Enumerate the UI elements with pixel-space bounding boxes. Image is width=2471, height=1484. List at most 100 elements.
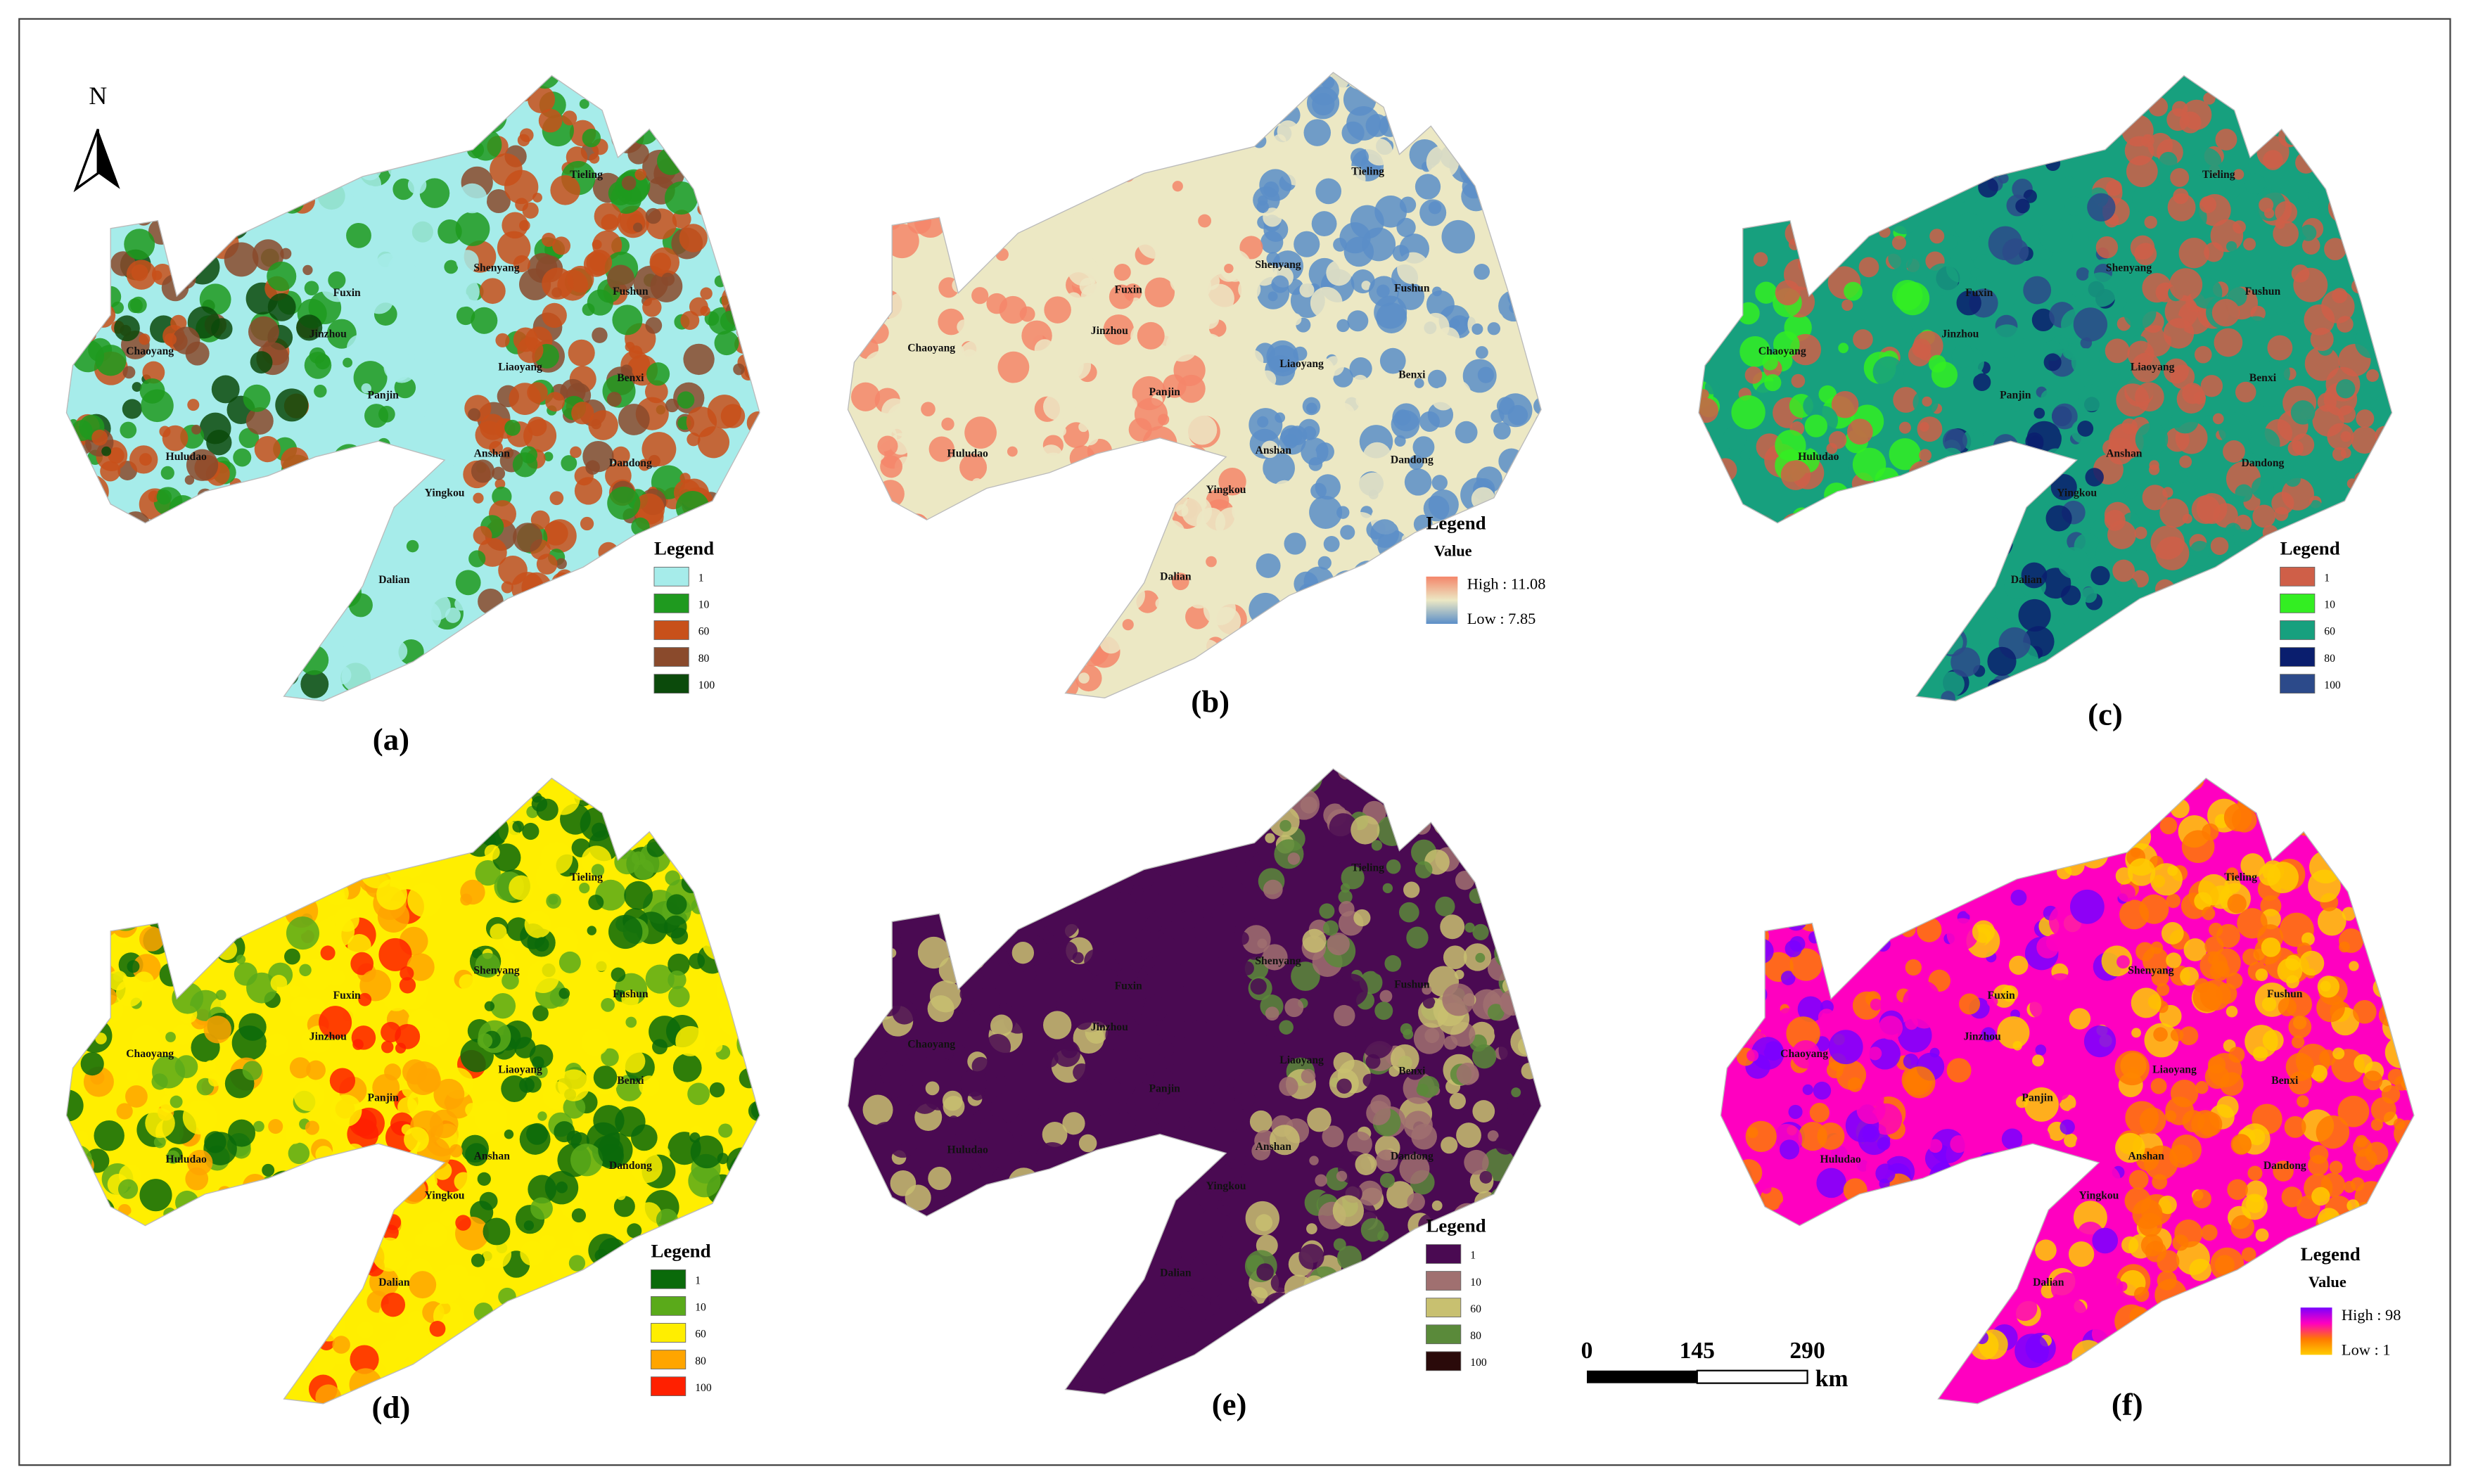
- legend: Legend Value High : 11.08 Low : 7.85: [1426, 513, 1545, 627]
- legend-item: 60: [1470, 1303, 1481, 1315]
- city-label: Fushun: [1394, 978, 1430, 990]
- legend-title: Legend: [651, 1240, 710, 1261]
- legend-title: Legend: [2280, 537, 2340, 558]
- scale-bar: 0 145 290 km: [1581, 1338, 1849, 1392]
- city-label: Jinzhou: [1941, 328, 1979, 340]
- legend-item: 60: [695, 1329, 706, 1341]
- legend-gradient: [2300, 1307, 2332, 1355]
- legend-item: 60: [698, 626, 710, 638]
- region-outline: [1698, 75, 2393, 702]
- city-label: Chaoyang: [1780, 1048, 1828, 1060]
- scale-tick: 0: [1581, 1338, 1593, 1364]
- panel-label: (c): [2088, 696, 2123, 731]
- north-label: N: [89, 82, 107, 110]
- panel-label: (d): [372, 1390, 411, 1425]
- legend-item: 10: [1470, 1277, 1481, 1288]
- city-label: Yingkou: [2079, 1190, 2119, 1202]
- city-label: Huludao: [1798, 451, 1839, 463]
- city-label: Huludao: [166, 1153, 207, 1165]
- city-label: Fushun: [2245, 286, 2281, 298]
- city-label: Benxi: [2271, 1075, 2299, 1087]
- map-panel: Tieling Shenyang Fuxin Fushun Chaoyang Jinzho…: [1698, 75, 2393, 702]
- legend-item: 10: [695, 1302, 706, 1314]
- city-label: Yingkou: [1206, 1180, 1246, 1192]
- city-label: Huludao: [1820, 1153, 1860, 1165]
- legend-item: 1: [2324, 573, 2330, 584]
- city-label: Dalian: [1160, 570, 1192, 582]
- panel-label: (f): [2112, 1386, 2143, 1421]
- legend-item: 80: [698, 653, 710, 665]
- legend-swatch: [653, 647, 689, 667]
- region-outline: [65, 777, 760, 1405]
- city-label: Chaoyang: [907, 343, 955, 354]
- city-label: Shenyang: [473, 262, 519, 274]
- city-label: Liaoyang: [1279, 1054, 1324, 1066]
- city-label: Liaoyang: [498, 361, 542, 373]
- city-label: Huludao: [947, 448, 988, 460]
- city-label: Dandong: [2264, 1160, 2306, 1172]
- city-label: Fushun: [613, 988, 649, 1000]
- legend-title: Legend: [1426, 1215, 1486, 1236]
- legend-swatch: [1426, 1351, 1462, 1371]
- city-label: Panjin: [368, 390, 400, 402]
- city-label: Anshan: [2106, 448, 2143, 460]
- legend-gradient: [1426, 576, 1458, 625]
- city-label: Fuxin: [1965, 287, 1993, 299]
- city-label: Anshan: [1256, 1141, 1292, 1153]
- legend-subtitle: Value: [2309, 1273, 2347, 1291]
- city-label: Jinzhou: [1964, 1030, 2001, 1042]
- legend-subtitle: Value: [1434, 542, 1472, 560]
- legend-swatch: [651, 1323, 687, 1343]
- legend-swatch: [653, 594, 689, 613]
- legend-item: 100: [2324, 679, 2341, 691]
- legend-item: 80: [695, 1355, 706, 1367]
- legend-item: 1: [1470, 1250, 1476, 1262]
- city-label: Benxi: [1398, 1066, 1426, 1077]
- city-label: Fushun: [1394, 282, 1430, 294]
- city-label: Chaoyang: [1758, 345, 1806, 357]
- city-label: Dalian: [2011, 574, 2043, 586]
- city-label: Tieling: [1351, 166, 1384, 178]
- legend-item: 1: [698, 573, 704, 584]
- region-outline: [1720, 777, 2415, 1405]
- legend-swatch: [2280, 620, 2316, 640]
- city-label: Fuxin: [333, 287, 361, 299]
- city-label: Huludao: [947, 1144, 988, 1156]
- legend-swatch: [2280, 674, 2316, 694]
- city-label: Benxi: [617, 1075, 644, 1087]
- legend-swatch: [1426, 1324, 1462, 1345]
- city-label: Yingkou: [1206, 484, 1246, 496]
- legend-item: 100: [695, 1382, 712, 1394]
- legend-item: 10: [698, 599, 710, 611]
- legend-swatch: [651, 1350, 687, 1369]
- city-label: Yingkou: [425, 487, 465, 499]
- city-label: Fuxin: [1115, 980, 1142, 992]
- city-label: Dandong: [2241, 457, 2284, 469]
- legend-title: Legend: [1426, 513, 1486, 534]
- city-label: Liaoyang: [2152, 1063, 2197, 1075]
- legend-swatch: [1426, 1298, 1462, 1318]
- legend-high: High : 98: [2342, 1306, 2401, 1324]
- legend-item: 10: [2324, 599, 2335, 611]
- city-label: Jinzhou: [309, 1030, 347, 1042]
- panel-label: (a): [373, 722, 409, 757]
- city-label: Tieling: [570, 169, 603, 181]
- city-label: Anshan: [474, 448, 511, 460]
- legend: Legend Value High : 98 Low : 1: [2300, 1243, 2401, 1358]
- legend: Legend 1 10 60 80 100: [1426, 1215, 1487, 1371]
- legend-item: 80: [1470, 1330, 1481, 1342]
- city-label: Chaoyang: [907, 1039, 955, 1051]
- city-label: Tieling: [570, 871, 603, 883]
- city-label: Dalian: [378, 1277, 410, 1288]
- scale-tick: 145: [1680, 1338, 1715, 1364]
- city-label: Dandong: [609, 457, 652, 469]
- legend-swatch: [2280, 647, 2316, 667]
- legend-low: Low : 7.85: [1467, 610, 1536, 627]
- city-label: Yingkou: [425, 1190, 465, 1202]
- city-label: Liaoyang: [1279, 358, 1324, 370]
- city-label: Panjin: [2022, 1092, 2053, 1104]
- city-label: Fuxin: [333, 990, 361, 1002]
- legend-title: Legend: [654, 537, 714, 558]
- city-label: Chaoyang: [126, 1048, 174, 1060]
- city-label: Dalian: [1160, 1267, 1192, 1279]
